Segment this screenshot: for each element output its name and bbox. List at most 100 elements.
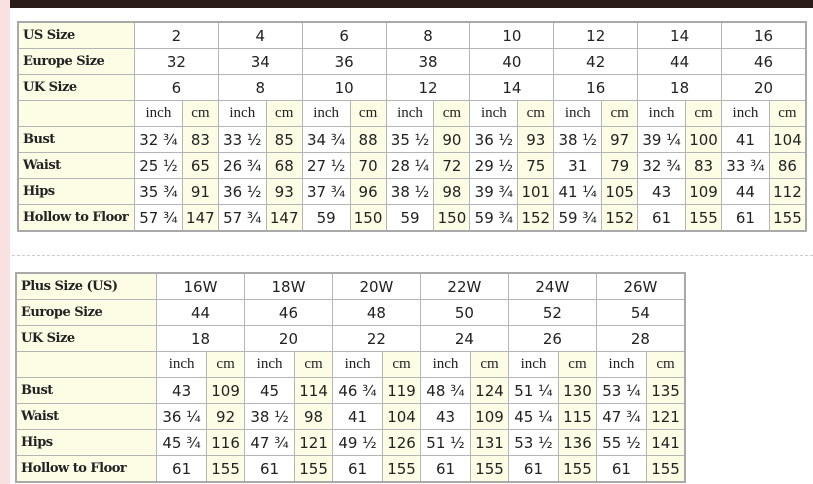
inch-value: 41 ¼ <box>553 178 603 205</box>
size-cell: 6 <box>301 21 387 49</box>
row-us-size: US Size 2 4 6 8 10 12 14 16 <box>17 21 807 49</box>
size-cell: 14 <box>637 21 723 49</box>
unit-cm: cm <box>206 351 245 378</box>
inch-value: 61 <box>595 455 648 483</box>
unit-cm: cm <box>470 351 509 378</box>
size-cell: 46 <box>721 48 807 75</box>
cm-value: 104 <box>382 403 421 430</box>
size-cell: 26W <box>595 272 686 300</box>
row-label: UK Size <box>15 325 157 352</box>
inch-value: 38 ½ <box>553 126 603 153</box>
size-cell: 24 <box>419 325 509 352</box>
size-cell: 40 <box>469 48 555 75</box>
inch-value: 46 ¾ <box>331 377 384 404</box>
unit-inch: inch <box>507 351 560 378</box>
row-hollow-to-floor: Hollow to Floor 57 ¾ 147 57 ¾ 147 59 150 59 150 5… <box>17 204 807 232</box>
inch-value: 33 ¾ <box>721 152 770 179</box>
unit-cm: cm <box>685 100 723 127</box>
size-cell: 8 <box>217 74 303 101</box>
row-waist: Waist 25 ½ 65 26 ¾ 68 27 ½ 70 28 ¼ 72 29 ½ 75 31 79 3… <box>17 152 807 179</box>
inch-value: 57 ¾ <box>217 204 267 232</box>
unit-inch: inch <box>301 100 351 127</box>
cm-value: 83 <box>685 152 723 179</box>
inch-value: 48 ¾ <box>419 377 472 404</box>
cm-value: 98 <box>294 403 333 430</box>
top-banner-bar <box>10 0 813 8</box>
size-cell: 22W <box>419 272 509 300</box>
inch-value: 61 <box>155 455 208 483</box>
inch-value: 39 ¼ <box>637 126 687 153</box>
cm-value: 114 <box>294 377 333 404</box>
inch-value: 26 ¾ <box>217 152 267 179</box>
size-cell: 18W <box>243 272 333 300</box>
size-cell: 46 <box>243 299 333 326</box>
size-cell: 34 <box>217 48 303 75</box>
unit-inch: inch <box>553 100 603 127</box>
size-cell: 38 <box>385 48 471 75</box>
size-cell: 10 <box>469 21 555 49</box>
cm-value: 155 <box>382 455 421 483</box>
size-cell: 18 <box>637 74 723 101</box>
inch-value: 61 <box>331 455 384 483</box>
cm-value: 105 <box>601 178 639 205</box>
cm-value: 152 <box>517 204 555 232</box>
unit-cm: cm <box>646 351 686 378</box>
inch-value: 61 <box>419 455 472 483</box>
size-cell: 52 <box>507 299 597 326</box>
row-bust: Bust 32 ¾ 83 33 ½ 85 34 ¾ 88 35 ½ 90 36 ½ 93 38 ½ 97… <box>17 126 807 153</box>
cm-value: 101 <box>517 178 555 205</box>
unit-cm: cm <box>601 100 639 127</box>
cm-value: 155 <box>685 204 723 232</box>
size-cell: 54 <box>595 299 686 326</box>
row-label: Waist <box>15 403 157 430</box>
unit-inch: inch <box>217 100 267 127</box>
row-label: Europe Size <box>17 48 135 75</box>
inch-value: 35 ½ <box>385 126 435 153</box>
inch-value: 44 <box>721 178 770 205</box>
cm-value: 72 <box>433 152 471 179</box>
inch-value: 36 ½ <box>217 178 267 205</box>
row-label: Bust <box>15 377 157 404</box>
cm-value: 119 <box>382 377 421 404</box>
inch-value: 37 ¾ <box>301 178 351 205</box>
inch-value: 38 ½ <box>385 178 435 205</box>
cm-value: 121 <box>294 429 333 456</box>
cm-value: 135 <box>646 377 686 404</box>
cm-value: 150 <box>349 204 387 232</box>
unit-cm: cm <box>433 100 471 127</box>
unit-cm: cm <box>768 100 807 127</box>
cm-value: 85 <box>265 126 303 153</box>
cm-value: 141 <box>646 429 686 456</box>
cm-value: 155 <box>470 455 509 483</box>
cm-value: 112 <box>768 178 807 205</box>
unit-inch: inch <box>595 351 648 378</box>
inch-value: 36 ½ <box>469 126 519 153</box>
unit-cm: cm <box>349 100 387 127</box>
unit-cm: cm <box>517 100 555 127</box>
size-cell: 26 <box>507 325 597 352</box>
size-cell: 16 <box>721 21 807 49</box>
cm-value: 93 <box>265 178 303 205</box>
inch-value: 59 ¾ <box>469 204 519 232</box>
cm-value: 92 <box>206 403 245 430</box>
row-label: Hips <box>17 178 135 205</box>
row-uk-size: UK Size 18 20 22 24 26 28 <box>15 325 686 352</box>
inch-value: 43 <box>637 178 687 205</box>
row-uk-size: UK Size 6 8 10 12 14 16 18 20 <box>17 74 807 101</box>
cm-value: 96 <box>349 178 387 205</box>
size-cell: 8 <box>385 21 471 49</box>
unit-cm: cm <box>265 100 303 127</box>
inch-value: 61 <box>243 455 296 483</box>
cm-value: 147 <box>265 204 303 232</box>
unit-inch: inch <box>243 351 296 378</box>
size-cell: 6 <box>134 74 219 101</box>
cm-value: 136 <box>558 429 597 456</box>
size-cell: 50 <box>419 299 509 326</box>
inch-value: 59 ¾ <box>553 204 603 232</box>
size-cell: 20 <box>721 74 807 101</box>
row-europe-size: Europe Size 44 46 48 50 52 54 <box>15 299 686 326</box>
row-units: inch cm inch cm inch cm inch cm inch cm inch cm inch… <box>17 100 807 127</box>
row-label: Waist <box>17 152 135 179</box>
unit-inch: inch <box>385 100 435 127</box>
inch-value: 36 ¼ <box>155 403 208 430</box>
